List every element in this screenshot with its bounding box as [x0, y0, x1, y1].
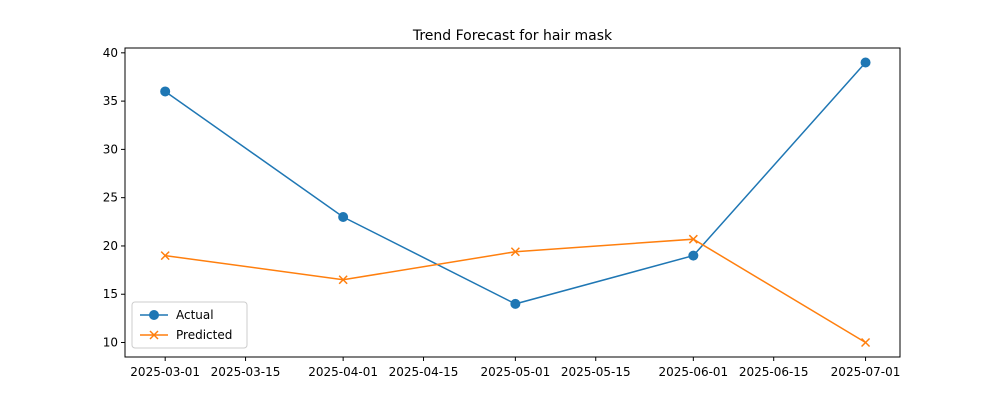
- legend: Actual Predicted: [131, 301, 248, 349]
- data-point-actual: [338, 211, 349, 222]
- x-tick-label: 2025-03-15: [211, 365, 281, 379]
- data-point-predicted: [861, 337, 871, 348]
- y-tick-label: 10: [103, 336, 118, 350]
- series-line-actual: [164, 61, 867, 305]
- legend-marker-predicted: [149, 330, 159, 340]
- legend-label-predicted: Predicted: [176, 328, 232, 342]
- x-tick-label: 2025-04-15: [389, 365, 459, 379]
- data-point-actual: [160, 86, 171, 97]
- series-layer: [160, 57, 871, 348]
- chart-title: Trend Forecast for hair mask: [412, 28, 613, 44]
- y-tick-label: 40: [103, 46, 118, 60]
- x-tick-label: 2025-06-15: [739, 365, 809, 379]
- legend-box: [131, 301, 248, 349]
- data-point-predicted: [688, 234, 698, 244]
- series-line-predicted: [165, 238, 866, 344]
- data-point-actual: [510, 298, 521, 309]
- data-point-predicted: [338, 275, 348, 285]
- x-tick-label: 2025-03-01: [130, 365, 200, 379]
- y-tick-label: 30: [103, 142, 118, 156]
- data-point-actual: [860, 57, 871, 68]
- x-axis: 2025-03-01 2025-03-15 2025-04-01 2025-04-15…: [130, 357, 900, 379]
- data-point-predicted: [160, 251, 170, 261]
- y-tick-label: 20: [103, 239, 118, 253]
- x-tick-label: 2025-07-01: [831, 365, 901, 379]
- legend-label-actual: Actual: [176, 308, 214, 322]
- y-tick-label: 15: [103, 287, 118, 301]
- data-point-actual: [688, 250, 699, 261]
- legend-marker-actual: [149, 310, 159, 320]
- plot-area-frame: [124, 47, 901, 358]
- x-tick-label: 2025-06-01: [658, 365, 728, 379]
- x-tick-label: 2025-04-01: [308, 365, 378, 379]
- data-point-predicted: [510, 247, 520, 257]
- y-axis: 10 15 20 25 30 35 40: [103, 46, 125, 350]
- y-tick-label: 25: [103, 191, 118, 205]
- x-tick-label: 2025-05-15: [561, 365, 631, 379]
- y-tick-label: 35: [103, 94, 118, 108]
- x-tick-label: 2025-05-01: [480, 365, 550, 379]
